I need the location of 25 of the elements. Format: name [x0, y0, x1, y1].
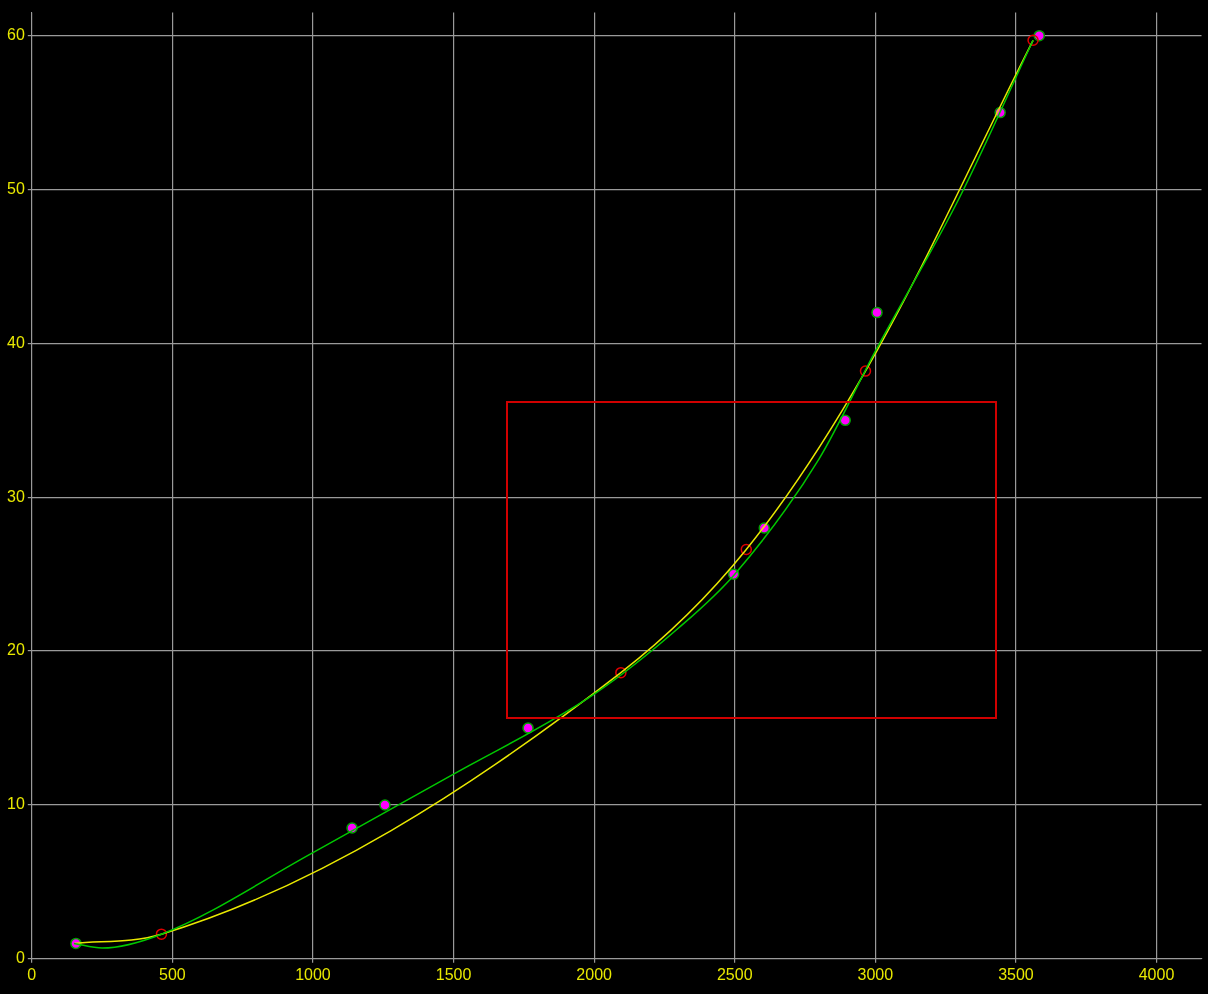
x-tick-label: 3500: [998, 965, 1034, 983]
x-tick-label: 1000: [295, 965, 331, 983]
y-tick-label: 60: [7, 26, 25, 44]
point: [871, 306, 883, 319]
point: [615, 666, 627, 679]
y-tick-label: 0: [15, 949, 25, 967]
point: [740, 543, 753, 556]
x-tick-label: 3000: [857, 965, 894, 983]
point: [522, 722, 534, 734]
x-tick-label: 4000: [1138, 965, 1175, 983]
point: [1027, 34, 1039, 47]
y-tick-label: 20: [7, 641, 25, 659]
point: [839, 414, 851, 427]
x-tick-label: 2000: [576, 965, 613, 983]
y-tick-label: 50: [7, 179, 25, 197]
point: [155, 928, 168, 940]
x-tick-label: 0: [27, 965, 37, 983]
y-tick-label: 10: [7, 795, 25, 813]
x-tick-label: 1500: [435, 965, 472, 983]
point: [379, 799, 391, 811]
y-tick-label: 30: [7, 487, 25, 505]
x-tick-label: 500: [159, 965, 186, 983]
y-tick-label: 40: [7, 333, 25, 351]
x-tick-label: 2500: [716, 965, 753, 983]
point: [859, 365, 872, 377]
